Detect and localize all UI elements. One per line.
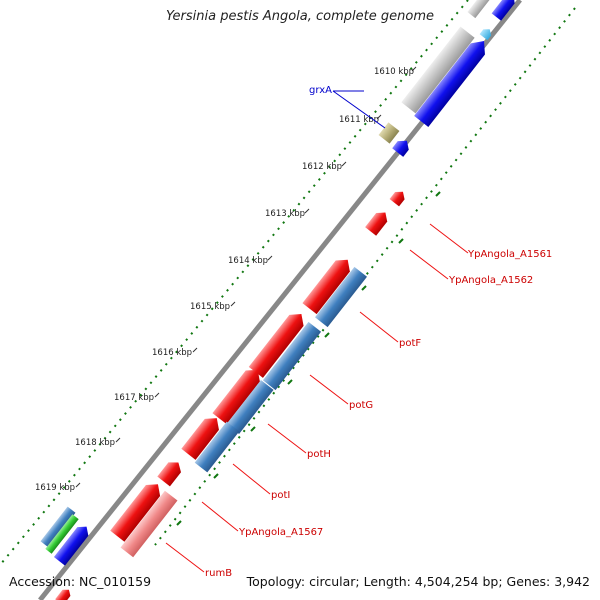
tick-label-1617: 1617 kbp <box>114 393 154 403</box>
tick-label-1616: 1616 kbp <box>152 348 192 358</box>
connector-A1567 <box>201 501 239 532</box>
connector-rumB <box>165 542 205 573</box>
label-potI: potI <box>271 490 290 501</box>
label-connectors <box>165 223 469 573</box>
feature-potF[interactable] <box>314 266 368 328</box>
tick-1613 <box>304 208 310 214</box>
connector-potG <box>309 374 349 405</box>
tick-1611 <box>376 114 382 120</box>
tick-1617 <box>154 392 160 398</box>
feature-red-mid[interactable] <box>248 309 309 378</box>
label-potF: potF <box>399 338 421 349</box>
tick-label-1612: 1612 kbp <box>302 162 342 172</box>
tick-1615 <box>230 301 236 307</box>
inner-tick <box>176 520 182 526</box>
tick-1616 <box>192 347 198 353</box>
feature-red-corner[interactable] <box>55 587 73 600</box>
feature-A1561[interactable] <box>389 188 408 207</box>
feature-grxA[interactable] <box>392 136 412 157</box>
inner-ring-ticks <box>176 191 441 526</box>
inner-tick <box>324 332 330 338</box>
tick-label-1614: 1614 kbp <box>228 256 268 266</box>
outer-dotted-ring <box>0 0 469 566</box>
feature-blue-large[interactable] <box>414 35 491 127</box>
feature-rumB[interactable] <box>120 490 178 558</box>
label-A1561: YpAngola_A1561 <box>467 249 552 260</box>
feature-potG[interactable] <box>262 321 322 391</box>
label-A1562: YpAngola_A1562 <box>448 275 533 286</box>
feature-potH[interactable] <box>226 380 274 434</box>
feature-potI[interactable] <box>194 421 240 473</box>
inner-tick <box>287 379 293 385</box>
feature-top-blue[interactable] <box>491 0 519 21</box>
feature-green-bottom-left[interactable] <box>45 514 79 554</box>
feature-cyan-small[interactable] <box>479 26 494 41</box>
tick-1618 <box>115 437 121 443</box>
map-title: Yersinia pestis Angola, complete genome <box>166 9 434 24</box>
inner-dotted-ring <box>154 7 576 546</box>
tick-label-1610: 1610 kbp <box>374 67 414 77</box>
tick-label-1615: 1615 kbp <box>190 302 230 312</box>
connector-potH <box>267 423 307 454</box>
feature-red-small[interactable] <box>157 458 184 487</box>
tick-1610 <box>411 66 417 72</box>
feature-steel-bottom-left[interactable] <box>40 506 76 548</box>
tick-label-1613: 1613 kbp <box>265 209 305 219</box>
feature-gray-large[interactable] <box>401 26 475 114</box>
feature-red-bottom[interactable] <box>110 479 165 542</box>
label-rumB: rumB <box>205 568 232 579</box>
label-A1567: YpAngola_A1567 <box>238 527 323 538</box>
feature-potF-upper[interactable] <box>302 254 354 315</box>
inner-tick <box>435 191 441 197</box>
label-potG: potG <box>349 400 373 411</box>
tick-marks: 1610 kbp 1611 kbp 1612 kbp 1613 kbp 1614… <box>35 66 417 493</box>
tick-1619 <box>75 482 81 488</box>
tick-label-1611: 1611 kbp <box>339 115 379 125</box>
tick-label-1618: 1618 kbp <box>75 438 115 448</box>
connector-A1561 <box>429 223 469 254</box>
tick-1614 <box>267 255 273 261</box>
accession-text: Accession: NC_010159 <box>9 574 152 589</box>
inner-tick <box>213 473 219 479</box>
connector-potF <box>359 311 399 343</box>
inner-tick <box>250 426 256 432</box>
genome-stats-text: Topology: circular; Length: 4,504,254 bp… <box>246 574 590 589</box>
tick-label-1619: 1619 kbp <box>35 483 75 493</box>
tick-1612 <box>341 161 347 167</box>
label-grxA: grxA <box>309 85 332 96</box>
label-line-grxA-diag <box>332 90 386 129</box>
feature-A1562[interactable] <box>365 208 391 236</box>
connector-potI <box>232 463 271 495</box>
feature-red-lower[interactable] <box>212 364 264 425</box>
feature-gray-top[interactable] <box>467 0 493 19</box>
inner-tick <box>361 285 367 291</box>
feature-olive[interactable] <box>378 122 400 144</box>
feature-red-lower2[interactable] <box>181 413 224 460</box>
label-potH: potH <box>307 449 331 460</box>
inner-tick <box>398 238 404 244</box>
connector-A1562 <box>409 249 449 280</box>
feature-blue-bottom-left[interactable] <box>53 522 92 566</box>
